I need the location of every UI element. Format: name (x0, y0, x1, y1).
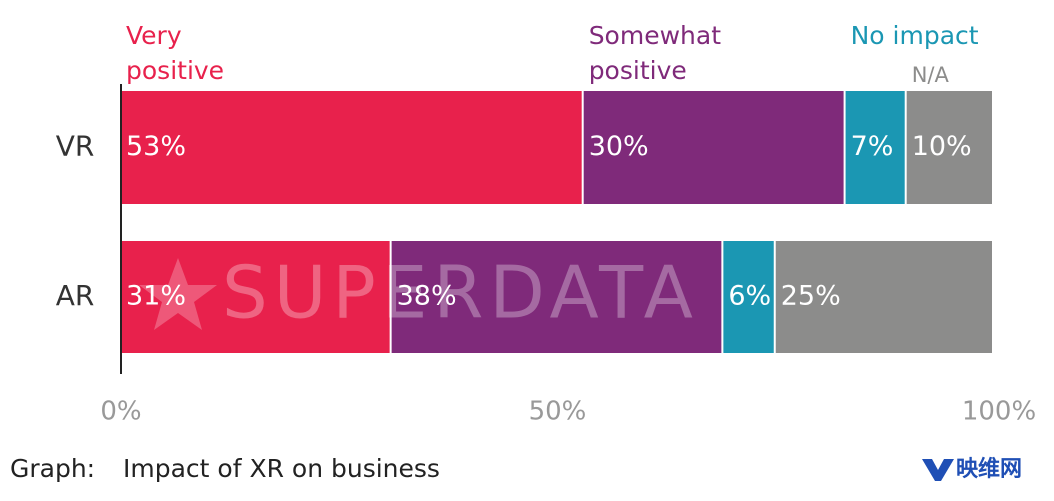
x-tick-label: 50% (529, 397, 587, 427)
legend-label: N/A (911, 63, 949, 87)
watermark-star (139, 258, 217, 330)
value-label: 31% (126, 281, 186, 312)
bar-segment (121, 91, 582, 204)
bar-segment (583, 91, 844, 204)
bar-segment (723, 241, 774, 353)
caption-label: Graph: (10, 454, 95, 483)
legend-label: Very positive (126, 21, 225, 85)
value-label: 6% (728, 281, 771, 312)
y-tick-label: AR (56, 279, 95, 312)
caption: Impact of XR on business (123, 454, 440, 483)
bar-segment (845, 91, 905, 204)
x-tick-label: 0% (100, 397, 141, 427)
x-tick-label: 100% (962, 397, 1036, 427)
legend-label: No impact (850, 21, 979, 50)
bar-segment (391, 241, 722, 353)
value-label: 38% (397, 281, 457, 312)
logo: 映维网 (956, 456, 1022, 482)
value-label: 10% (912, 131, 972, 162)
logo-icon (922, 459, 954, 481)
bar-segment (121, 241, 390, 353)
value-label: 53% (126, 131, 186, 162)
legend-label: Somewhat positive (588, 21, 721, 85)
watermark: SUPERDATA (222, 251, 699, 335)
value-label: 7% (851, 131, 894, 162)
value-label: 30% (589, 131, 649, 162)
bar-segment (906, 91, 992, 204)
y-tick-label: VR (56, 130, 95, 163)
value-label: 25% (781, 281, 841, 312)
bar-segment (775, 241, 992, 353)
